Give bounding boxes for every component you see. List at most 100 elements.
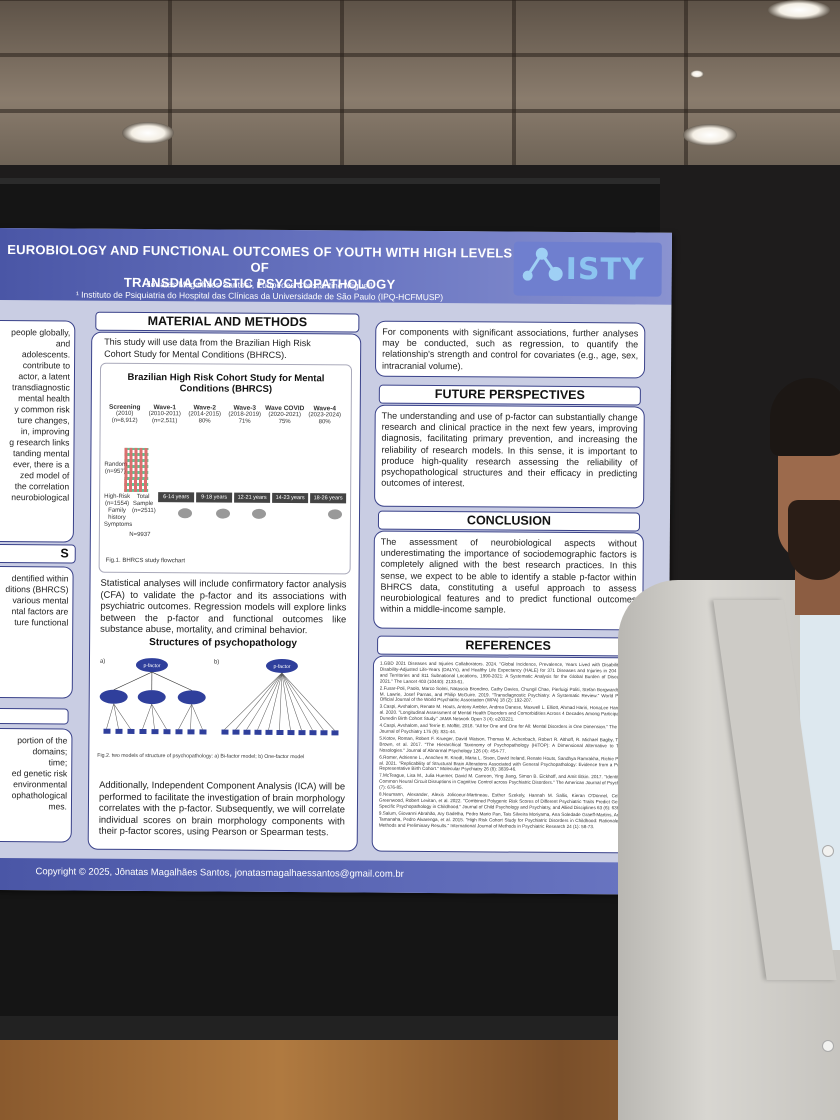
wave-n: 75% (278, 418, 291, 426)
text-fragment: y common risk (14, 404, 70, 415)
factor-node (137, 690, 166, 705)
factor-node (99, 689, 128, 704)
indicator-a (163, 729, 171, 735)
text-fragment: portion of the (17, 735, 68, 746)
methods-intro: This study will use data from the Brazil… (104, 336, 311, 360)
text-fragment: g research links (9, 437, 70, 448)
ceiling (0, 0, 840, 165)
text-fragment: dentified within (11, 573, 69, 584)
text-fragment: ture functional (14, 617, 69, 628)
hypotheses-text: portion of the domains; time; ed genetic ri… (3, 735, 68, 812)
bhrcs-figure: Brazilian High Risk Cohort Study for Men… (98, 362, 353, 575)
logo-text: ISTY (565, 251, 645, 288)
indicator-a (127, 728, 135, 734)
text-fragment: ophathological (11, 790, 68, 801)
indicator-b (298, 730, 306, 736)
indicator-b (276, 729, 284, 735)
text-fragment: ditions (BHRCS) (5, 584, 69, 595)
wave-column: Wave-3 (2018-2019) 71% (225, 405, 265, 426)
hypotheses-box: portion of the domains; time; ed genetic ri… (0, 727, 73, 843)
wave-column: Screening (2010) (n=8,912) (105, 404, 145, 425)
waves-row: Screening (2010) (n=8,912) Wave-1 (2010-2011… (105, 404, 351, 436)
objectives-box: dentified within ditions (BHRCS) various m… (0, 565, 74, 699)
references-list: 1.GBD 2021 Diseases and Injuries Collabo… (379, 661, 638, 831)
brain-icon (251, 508, 267, 519)
indicator-a (103, 728, 111, 734)
text-fragment: ntal factors are (11, 606, 69, 617)
person-beard (788, 500, 840, 580)
text-fragment: mental health (18, 393, 70, 404)
reference-item: 7.McTeague, Lisa M., Julia Huemer, David… (379, 772, 638, 790)
brain-icon (177, 508, 193, 519)
text-fragment: domains; (32, 746, 68, 757)
indicator-leaves (103, 672, 339, 736)
text-fragment: zed model of (20, 470, 70, 481)
indicator-b (243, 729, 251, 735)
methods-box: This study will use data from the Brazil… (87, 331, 362, 852)
text-fragment: ever, there is a (12, 459, 70, 470)
network-icon (522, 247, 563, 281)
sample-highrisk: High-Risk (n=1554) Family history Sympto… (103, 493, 133, 528)
objectives-title: S (0, 543, 76, 564)
conclusion-box: The assessment of neurobiological aspect… (373, 530, 644, 631)
reference-item: 9.Salum, Giovanni Abrahão, Ary Gadelha, … (378, 810, 637, 829)
poster-footer: Copyright © 2025, Jônatas Magalhães Sant… (0, 857, 668, 895)
flowchart-column: Random (n=957) High-Risk (n=1554) Family… (103, 444, 156, 544)
sample-total: Total Sample (n=2511) (132, 493, 156, 515)
ages-bar: 6-14 years 9-18 years 12-21 years 14-23 yea… (158, 492, 348, 504)
intro-box: people globally, and adolescents. contribu… (0, 319, 76, 543)
indicator-b (331, 730, 339, 736)
jacket-button (822, 1040, 834, 1052)
poster: EUROBIOLOGY AND FUNCTIONAL OUTCOMES OF Y… (0, 228, 672, 895)
model-b-label: b) (214, 660, 219, 666)
indicator-b (309, 730, 317, 736)
ceiling-light (122, 122, 174, 144)
text-fragment: mes. (48, 801, 67, 812)
indicator-a (175, 729, 183, 735)
indicator-b (320, 730, 328, 736)
reference-item: 6.Romer, Adrienne L., Annchen R. Knodt, … (379, 754, 638, 773)
conclusion-title: CONCLUSION (377, 510, 641, 532)
text-fragment: ture changes, (17, 415, 70, 426)
poster-title-line1: EUROBIOLOGY AND FUNCTIONAL OUTCOMES OF Y… (7, 242, 513, 275)
jacket-button (822, 845, 834, 857)
text-fragment: in, improving (20, 426, 70, 437)
brain-icons (158, 506, 348, 521)
methods-ica: Additionally, Independent Component Anal… (98, 778, 346, 838)
components-text: For components with significant associat… (382, 326, 639, 371)
psychopathology-models: a) b) p-factor p-factor (99, 658, 339, 736)
person-hair (770, 378, 840, 456)
indicator-a (115, 728, 123, 734)
model-a-label: a) (100, 659, 105, 665)
age-segment: 12-21 years (234, 492, 271, 503)
factor-node (177, 690, 206, 705)
fig2-caption: Fig.2. two models of structure of psycho… (97, 752, 305, 761)
future-text: The understanding and use of p-factor ca… (381, 410, 638, 489)
ceiling-light (683, 124, 737, 146)
poster-header: EUROBIOLOGY AND FUNCTIONAL OUTCOMES OF Y… (0, 228, 672, 305)
intro-text: people globally, and adolescents. contribu… (5, 327, 70, 503)
indicator-b (232, 729, 240, 735)
pfactor-node-b (265, 658, 298, 673)
age-segment: 6-14 years (158, 492, 195, 503)
reference-item: 1.GBD 2021 Diseases and Injuries Collabo… (379, 660, 638, 684)
people-icon (124, 447, 149, 493)
methods-title: MATERIAL AND METHODS (95, 311, 360, 333)
age-segment: 14-23 years (272, 492, 309, 504)
text-fragment: environmental (13, 779, 68, 790)
future-box: The understanding and use of p-factor ca… (374, 404, 645, 509)
indicator-b (265, 729, 273, 735)
reference-item: 5.Kotov, Roman, Robert F. Krueger, David… (379, 735, 638, 754)
text-fragment: various mental (12, 595, 69, 606)
hypotheses-title (0, 707, 69, 725)
wave-n: (n=8,912) (111, 417, 138, 424)
text-fragment: tanding mental (13, 448, 70, 459)
methods-analysis: Statistical analyses will include confir… (100, 576, 347, 636)
pfactor-label-b: p-factor (273, 664, 290, 670)
future-title: FUTURE PERSPECTIVES (378, 384, 641, 406)
board-base (0, 1016, 620, 1042)
components-box: For components with significant associat… (374, 320, 646, 379)
poster-authors-block: Jônatas Magalhães Santos¹, Euripedes Con… (0, 278, 520, 304)
age-segment: 9-18 years (196, 492, 233, 503)
references-title: REFERENCES (377, 635, 640, 657)
